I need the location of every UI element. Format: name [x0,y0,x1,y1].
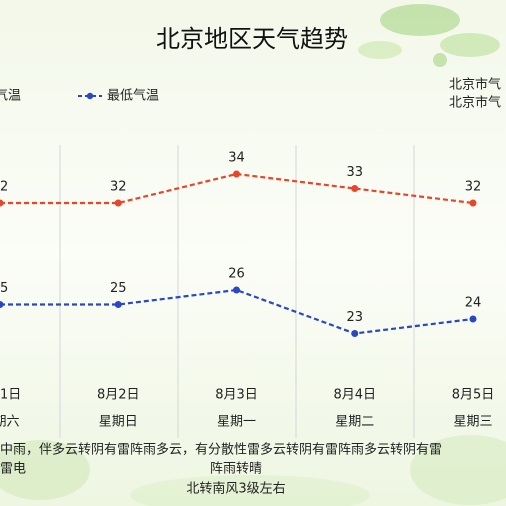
point [351,185,359,192]
data-label: 32 [0,180,8,195]
weekday-label: 星期二 [335,415,374,430]
data-label: 26 [228,267,245,282]
legend-label: 最高气温 [0,88,21,104]
weekday-label: 星期一 [217,415,256,430]
point [351,330,359,337]
description: 雷电 [0,462,26,477]
x-tick-label: 8月1日 [0,388,21,403]
data-label: 34 [228,151,245,166]
data-label: 24 [465,296,482,311]
description: 北转南风3级左右 [186,481,285,497]
weekday-label: 星期六 [0,415,20,430]
weekday-label: 星期三 [453,415,492,430]
point [114,199,122,207]
source: 北京市气 [449,95,501,111]
leaf-decoration [0,4,506,506]
legend-label: 最低气温 [107,88,159,104]
source: 北京市气 [449,77,501,93]
point [233,170,240,178]
point [233,286,240,294]
description: 阵雨转晴 [210,462,262,477]
x-tick-label: 8月3日 [215,388,258,403]
x-tick-label: 8月4日 [333,388,376,403]
data-label: 32 [465,180,482,195]
point [469,199,477,207]
legend-marker [86,92,94,100]
chart-title: 北京地区天气趋势 [156,25,348,53]
data-label: 33 [346,165,363,180]
column-separators [59,145,415,438]
point [469,315,477,323]
x-tick-label: 8月5日 [452,388,495,403]
point [0,199,4,207]
weekday-label: 星期日 [99,415,138,430]
point [114,301,122,308]
series-line [0,288,474,335]
x-tick-label: 8月2日 [97,388,140,403]
data-label: 25 [0,281,8,296]
description: 中雨，伴多云转阴有雷阵雨多云，有分散性雷多云转阴有雷阵雨多云转阴有雷 [0,442,442,458]
data-label: 23 [346,310,363,325]
data-label: 25 [110,281,127,296]
data-label: 32 [110,180,127,195]
point [0,301,4,308]
